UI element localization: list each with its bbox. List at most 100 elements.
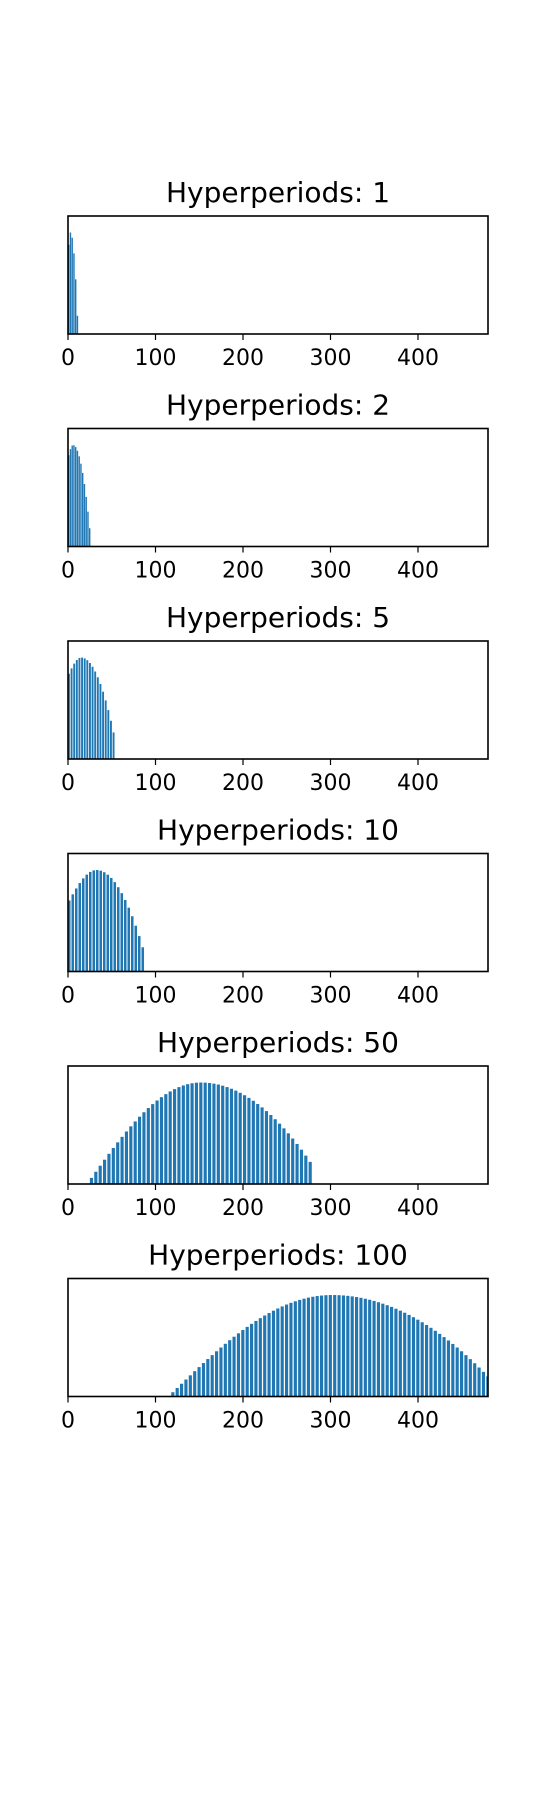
bar: [416, 1319, 420, 1397]
bar: [346, 1295, 350, 1397]
bar: [254, 1320, 258, 1397]
bar: [197, 1367, 201, 1397]
x-tick-label: 0: [61, 984, 75, 1009]
bar: [171, 1392, 175, 1397]
bar: [190, 1083, 194, 1184]
bar: [75, 279, 77, 334]
bar: [107, 1153, 111, 1184]
bar: [212, 1083, 216, 1184]
plot-frame-4: [67, 852, 489, 973]
chart-title-1: Hyperperiods: 1: [166, 176, 390, 209]
bar: [477, 1367, 481, 1397]
bar-series-5: [89, 1082, 312, 1184]
bar: [285, 1304, 289, 1397]
bar: [92, 870, 96, 972]
x-tick-label: 300: [310, 346, 352, 371]
bar: [341, 1295, 346, 1397]
bar: [91, 666, 94, 759]
bar: [264, 1111, 269, 1184]
bar: [146, 1108, 150, 1184]
x-tick-label: 0: [61, 559, 75, 584]
bar: [142, 1112, 146, 1184]
x-tick-label: 200: [222, 984, 264, 1009]
bar: [94, 671, 97, 759]
chart-panel-5: Hyperperiods: 50 0 100 200 300 400: [61, 1026, 489, 1221]
bar: [250, 1323, 254, 1397]
x-tick-label: 300: [310, 1196, 352, 1221]
bar: [70, 668, 73, 759]
bar: [468, 1359, 472, 1397]
chart-panel-1: Hyperperiods: 1 0 100 200 300 400: [61, 176, 489, 371]
bar: [194, 1082, 199, 1184]
bar: [102, 691, 105, 759]
bar: [117, 887, 120, 972]
bar: [68, 900, 71, 972]
bar: [69, 232, 72, 334]
bar: [71, 894, 75, 972]
bar: [208, 1083, 212, 1184]
bar: [234, 1090, 238, 1184]
chart-title-4: Hyperperiods: 10: [157, 814, 399, 847]
x-tick-label: 400: [397, 1196, 439, 1221]
bar: [473, 1363, 477, 1397]
bar: [306, 1297, 311, 1397]
bar: [223, 1343, 227, 1397]
chart-panel-4: Hyperperiods: 10 0 100 200 300 400: [61, 814, 489, 1009]
bar: [180, 1383, 184, 1397]
bar: [286, 1133, 290, 1184]
bar: [215, 1351, 219, 1397]
bar: [390, 1306, 394, 1397]
x-tick-label: 0: [61, 1196, 75, 1221]
bar: [131, 916, 134, 972]
bar: [363, 1298, 367, 1397]
bar: [68, 673, 70, 759]
bar: [78, 657, 81, 759]
bar: [232, 1336, 236, 1397]
bar: [247, 1097, 251, 1184]
x-tick-label: 300: [310, 1409, 352, 1434]
bar: [206, 1359, 210, 1397]
chart-title-2: Hyperperiods: 2: [166, 389, 390, 422]
bar: [124, 1131, 129, 1184]
bar: [324, 1295, 328, 1397]
x-tick-label: 100: [135, 984, 177, 1009]
bar: [127, 907, 131, 972]
x-tick-label: 300: [310, 984, 352, 1009]
bar: [295, 1143, 299, 1184]
x-tick-label: 100: [135, 559, 177, 584]
bar: [291, 1138, 295, 1184]
bar: [110, 877, 113, 972]
bar: [221, 1085, 225, 1184]
bar: [75, 660, 78, 759]
bar: [177, 1087, 181, 1184]
x-tick-label: 400: [397, 346, 439, 371]
bar: [164, 1094, 168, 1184]
bar: [256, 1103, 260, 1184]
bar: [89, 1177, 94, 1184]
bar: [216, 1084, 220, 1184]
bar: [199, 1082, 203, 1184]
bar: [86, 660, 89, 759]
bar: [120, 1136, 124, 1184]
bar: [107, 710, 110, 759]
bar: [425, 1324, 429, 1397]
bar: [83, 483, 86, 547]
bar: [219, 1347, 223, 1397]
bar: [129, 1126, 133, 1184]
bar: [175, 1387, 179, 1397]
bar: [138, 936, 141, 972]
bar: [271, 1310, 276, 1397]
bar: [481, 1371, 486, 1397]
bar: [71, 445, 73, 547]
x-tick-label: 300: [310, 559, 352, 584]
bar: [411, 1317, 416, 1397]
bar: [460, 1351, 464, 1397]
bar: [359, 1297, 363, 1397]
bar: [76, 450, 79, 547]
bar: [116, 1142, 120, 1184]
x-tick-label: 200: [222, 346, 264, 371]
chart-title-5: Hyperperiods: 50: [157, 1026, 399, 1059]
bar: [133, 1121, 137, 1184]
bar: [320, 1295, 324, 1397]
